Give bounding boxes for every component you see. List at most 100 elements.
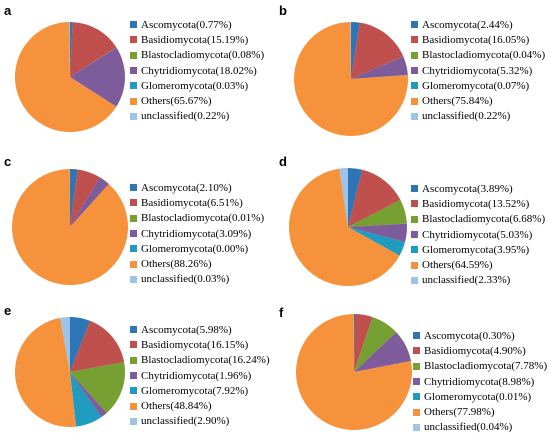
legend-swatch bbox=[411, 21, 418, 29]
legend-label: Glomeromycota(0.03%) bbox=[141, 79, 249, 92]
pie-slice-others bbox=[294, 22, 408, 136]
pie-slice-ascomycota bbox=[348, 168, 363, 227]
legend-swatch bbox=[130, 97, 137, 105]
pie-slice-unclassified bbox=[60, 317, 70, 372]
legend-label: Others(48.84%) bbox=[141, 400, 212, 413]
legend-item: unclassified(0.22%) bbox=[130, 109, 264, 124]
legend-label: unclassified(2.33%) bbox=[422, 274, 511, 287]
legend-swatch bbox=[413, 347, 420, 355]
legend-label: Others(77.98%) bbox=[424, 406, 495, 419]
pie-slice-others bbox=[296, 314, 413, 430]
pie-slice-unclassified bbox=[339, 168, 348, 227]
legend-swatch bbox=[130, 260, 137, 268]
legend-swatch bbox=[411, 215, 418, 223]
pie-slice-others bbox=[15, 317, 77, 428]
legend-label: Chytridiomycota(3.09%) bbox=[141, 227, 252, 240]
pie-slice-basidiomycota bbox=[348, 169, 401, 227]
legend-label: Glomeromycota(0.01%) bbox=[424, 390, 532, 403]
legend: Ascomycota(3.89%) Basidiomycota(13.52%) Bl… bbox=[411, 181, 545, 288]
pie-slice-basidiomycota bbox=[70, 22, 117, 77]
legend-item: Others(64.59%) bbox=[411, 257, 545, 272]
legend-swatch bbox=[130, 51, 137, 59]
legend-item: Chytridiomycota(18.02%) bbox=[130, 63, 264, 78]
legend-item: Ascomycota(2.10%) bbox=[130, 180, 264, 195]
legend-label: Basidiomycota(16.15%) bbox=[141, 338, 249, 351]
pie-slice-chytridiomycota bbox=[70, 47, 125, 107]
pie-slice-chytridiomycota bbox=[348, 223, 407, 243]
legend-item: Blastocladiomycota(16.24%) bbox=[130, 353, 270, 368]
legend-label: Basidiomycota(16.05%) bbox=[422, 33, 530, 46]
legend: Ascomycota(5.98%) Basidiomycota(16.15%) Bl… bbox=[130, 322, 270, 429]
legend-swatch bbox=[130, 82, 137, 90]
legend-item: Glomeromycota(0.00%) bbox=[130, 241, 264, 256]
legend-swatch bbox=[130, 36, 137, 44]
legend-swatch bbox=[130, 341, 137, 349]
legend-label: Blastocladiomycota(6.68%) bbox=[422, 213, 546, 226]
legend-swatch bbox=[413, 408, 420, 416]
legend-item: Glomeromycota(0.03%) bbox=[130, 78, 264, 93]
legend-item: Chytridiomycota(3.09%) bbox=[130, 226, 264, 241]
legend-label: Glomeromycota(7.92%) bbox=[141, 384, 249, 397]
legend-swatch bbox=[130, 199, 137, 207]
legend-item: Blastocladiomycota(6.68%) bbox=[411, 212, 545, 227]
legend-swatch bbox=[411, 231, 418, 239]
pie-slice-chytridiomycota bbox=[354, 332, 411, 372]
pie-slice-chytridiomycota bbox=[351, 56, 408, 79]
legend-label: Chytridiomycota(5.32%) bbox=[422, 64, 533, 77]
panel-letter: c bbox=[4, 154, 12, 169]
legend-swatch bbox=[130, 387, 137, 395]
legend-item: Blastocladiomycota(7.78%) bbox=[413, 359, 547, 374]
pie-slice-ascomycota bbox=[70, 317, 91, 372]
legend-item: unclassified(0.22%) bbox=[411, 109, 545, 124]
legend-swatch bbox=[130, 214, 137, 222]
pie-slice-others bbox=[12, 169, 129, 285]
pie-slice-chytridiomycota bbox=[70, 177, 109, 227]
pie-slice-chytridiomycota bbox=[70, 372, 107, 418]
legend: Ascomycota(0.30%) Basidiomycota(4.90%) Bla… bbox=[413, 328, 547, 435]
pie-slice-unclassified bbox=[69, 21, 70, 77]
legend-swatch bbox=[411, 112, 418, 120]
legend-label: Ascomycota(3.89%) bbox=[422, 182, 513, 195]
pie-slice-ascomycota bbox=[70, 22, 73, 77]
legend-swatch bbox=[411, 51, 418, 59]
pie-chart bbox=[296, 313, 413, 430]
legend-swatch bbox=[411, 97, 418, 105]
pie-slice-basidiomycota bbox=[354, 314, 373, 372]
legend-item: Basidiomycota(6.51%) bbox=[130, 195, 264, 210]
legend-swatch bbox=[411, 82, 418, 90]
panel-letter: d bbox=[279, 154, 287, 169]
legend-label: unclassified(0.22%) bbox=[422, 110, 511, 123]
legend: Ascomycota(2.44%) Basidiomycota(16.05%) Bl… bbox=[411, 17, 545, 124]
legend-item: Others(88.26%) bbox=[130, 256, 264, 271]
pie-slice-blastocladiomycota bbox=[351, 56, 404, 79]
legend-label: Basidiomycota(15.19%) bbox=[141, 33, 249, 46]
legend-item: unclassified(0.03%) bbox=[130, 272, 264, 287]
legend-swatch bbox=[413, 332, 420, 340]
pie-chart bbox=[289, 168, 407, 286]
pie-slice-ascomycota bbox=[70, 169, 78, 227]
pie-slice-blastocladiomycota bbox=[70, 177, 100, 227]
pie-slice-blastocladiomycota bbox=[70, 47, 117, 77]
legend-swatch bbox=[413, 378, 420, 386]
legend-item: Others(77.98%) bbox=[413, 404, 547, 419]
legend-swatch bbox=[130, 372, 137, 380]
legend-item: Blastocladiomycota(0.04%) bbox=[411, 48, 545, 63]
pie-slice-ascomycota bbox=[354, 314, 356, 372]
legend-label: Blastocladiomycota(16.24%) bbox=[141, 354, 270, 367]
legend-swatch bbox=[411, 200, 418, 208]
pie-slice-blastocladiomycota bbox=[348, 199, 407, 227]
legend-item: Others(48.84%) bbox=[130, 398, 270, 413]
legend-swatch bbox=[413, 362, 420, 370]
legend-swatch bbox=[411, 261, 418, 269]
pie-chart bbox=[14, 21, 125, 132]
pie-chart bbox=[294, 21, 408, 136]
pie-chart bbox=[15, 317, 126, 428]
legend-label: Glomeromycota(0.07%) bbox=[422, 79, 530, 92]
pie-slice-glomeromycota bbox=[70, 77, 117, 107]
pie-slice-unclassified bbox=[350, 21, 351, 79]
pie-slice-basidiomycota bbox=[70, 320, 125, 372]
legend-label: Chytridiomycota(1.96%) bbox=[141, 369, 252, 382]
legend-swatch bbox=[411, 67, 418, 75]
legend-item: Basidiomycota(15.19%) bbox=[130, 32, 264, 47]
legend-item: Glomeromycota(7.92%) bbox=[130, 383, 270, 398]
